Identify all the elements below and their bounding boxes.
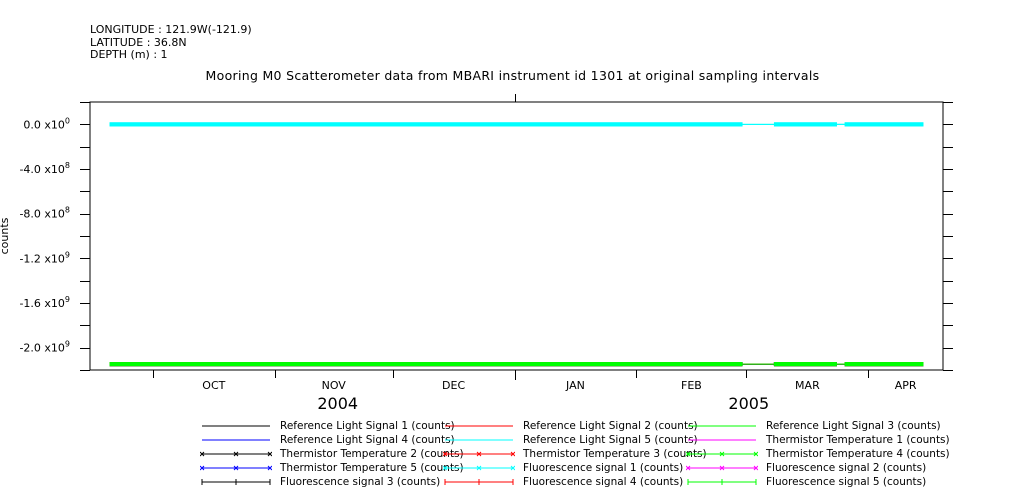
legend-swatch	[445, 439, 513, 441]
plot-frame	[89, 101, 944, 371]
legend-swatch	[444, 479, 514, 485]
legend-swatch	[443, 465, 515, 471]
legend-swatch	[686, 465, 758, 471]
y-axis-label: counts	[0, 217, 11, 254]
legend-swatch	[445, 425, 513, 427]
x-tick-label: MAR	[795, 379, 820, 392]
chart-canvas: 0.0 x100 -4.0 x108 -8.0 x108 -1.2 x109 -1.6 …	[0, 94, 953, 413]
chart-title: Mooring M0 Scatterometer data from MBARI…	[205, 68, 820, 83]
legend-label: Fluorescence signal 3 (counts)	[280, 476, 441, 488]
legend-label: Thermistor Temperature 2 (counts)	[280, 448, 464, 460]
x-year-label: 2004	[317, 394, 358, 413]
y-tick-label: -2.0 x109	[19, 340, 70, 355]
x-tick-label: DEC	[442, 379, 465, 392]
legend-label: Fluorescence signal 2 (counts)	[766, 462, 927, 474]
legend-swatch	[202, 439, 270, 441]
legend-label: Reference Light Signal 1 (counts)	[280, 420, 455, 432]
location-metadata: LONGITUDE : 121.9W(-121.9) LATITUDE : 36…	[90, 23, 252, 62]
x-year-label: 2005	[728, 394, 769, 413]
y-tick-label: -8.0 x108	[19, 206, 70, 221]
y-tick-label: -1.2 x109	[19, 250, 70, 265]
y-tick-label: 0.0 x100	[23, 116, 70, 131]
legend-swatch	[202, 425, 270, 427]
legend-label: Fluorescence signal 5 (counts)	[766, 476, 927, 488]
legend-swatch	[200, 465, 272, 471]
legend-swatch	[687, 479, 757, 485]
legend-label: Thermistor Temperature 5 (counts)	[280, 462, 464, 474]
x-tick-label: APR	[895, 379, 917, 392]
latitude-label: LATITUDE : 36.8N	[90, 35, 187, 49]
legend-swatch	[688, 439, 756, 441]
legend-label: Fluorescence signal 1 (counts)	[523, 462, 684, 474]
y-tick-label: -4.0 x108	[19, 161, 70, 176]
x-tick-label: OCT	[202, 379, 225, 392]
legend-label: Thermistor Temperature 3 (counts)	[523, 448, 707, 460]
legend-swatch	[688, 425, 756, 427]
legend-swatch	[201, 479, 271, 485]
legend-label: Reference Light Signal 5 (counts)	[523, 434, 698, 446]
y-tick-label: -1.6 x109	[19, 295, 70, 310]
x-tick-label: FEB	[681, 379, 702, 392]
legend-swatch	[443, 451, 515, 457]
legend-label: Reference Light Signal 3 (counts)	[766, 420, 941, 432]
x-tick-label: NOV	[322, 379, 347, 392]
x-tick-label: JAN	[565, 379, 585, 392]
legend-label: Reference Light Signal 2 (counts)	[523, 420, 698, 432]
legend-label: Fluorescence signal 4 (counts)	[523, 476, 684, 488]
legend-label: Thermistor Temperature 4 (counts)	[766, 448, 950, 460]
longitude-label: LONGITUDE : 121.9W(-121.9)	[90, 23, 252, 36]
legend-swatch	[686, 451, 758, 457]
legend-label: Thermistor Temperature 1 (counts)	[766, 434, 950, 446]
legend-label: Reference Light Signal 4 (counts)	[280, 434, 455, 446]
legend-swatch	[200, 451, 272, 457]
depth-label: DEPTH (m) : 1	[90, 48, 168, 61]
